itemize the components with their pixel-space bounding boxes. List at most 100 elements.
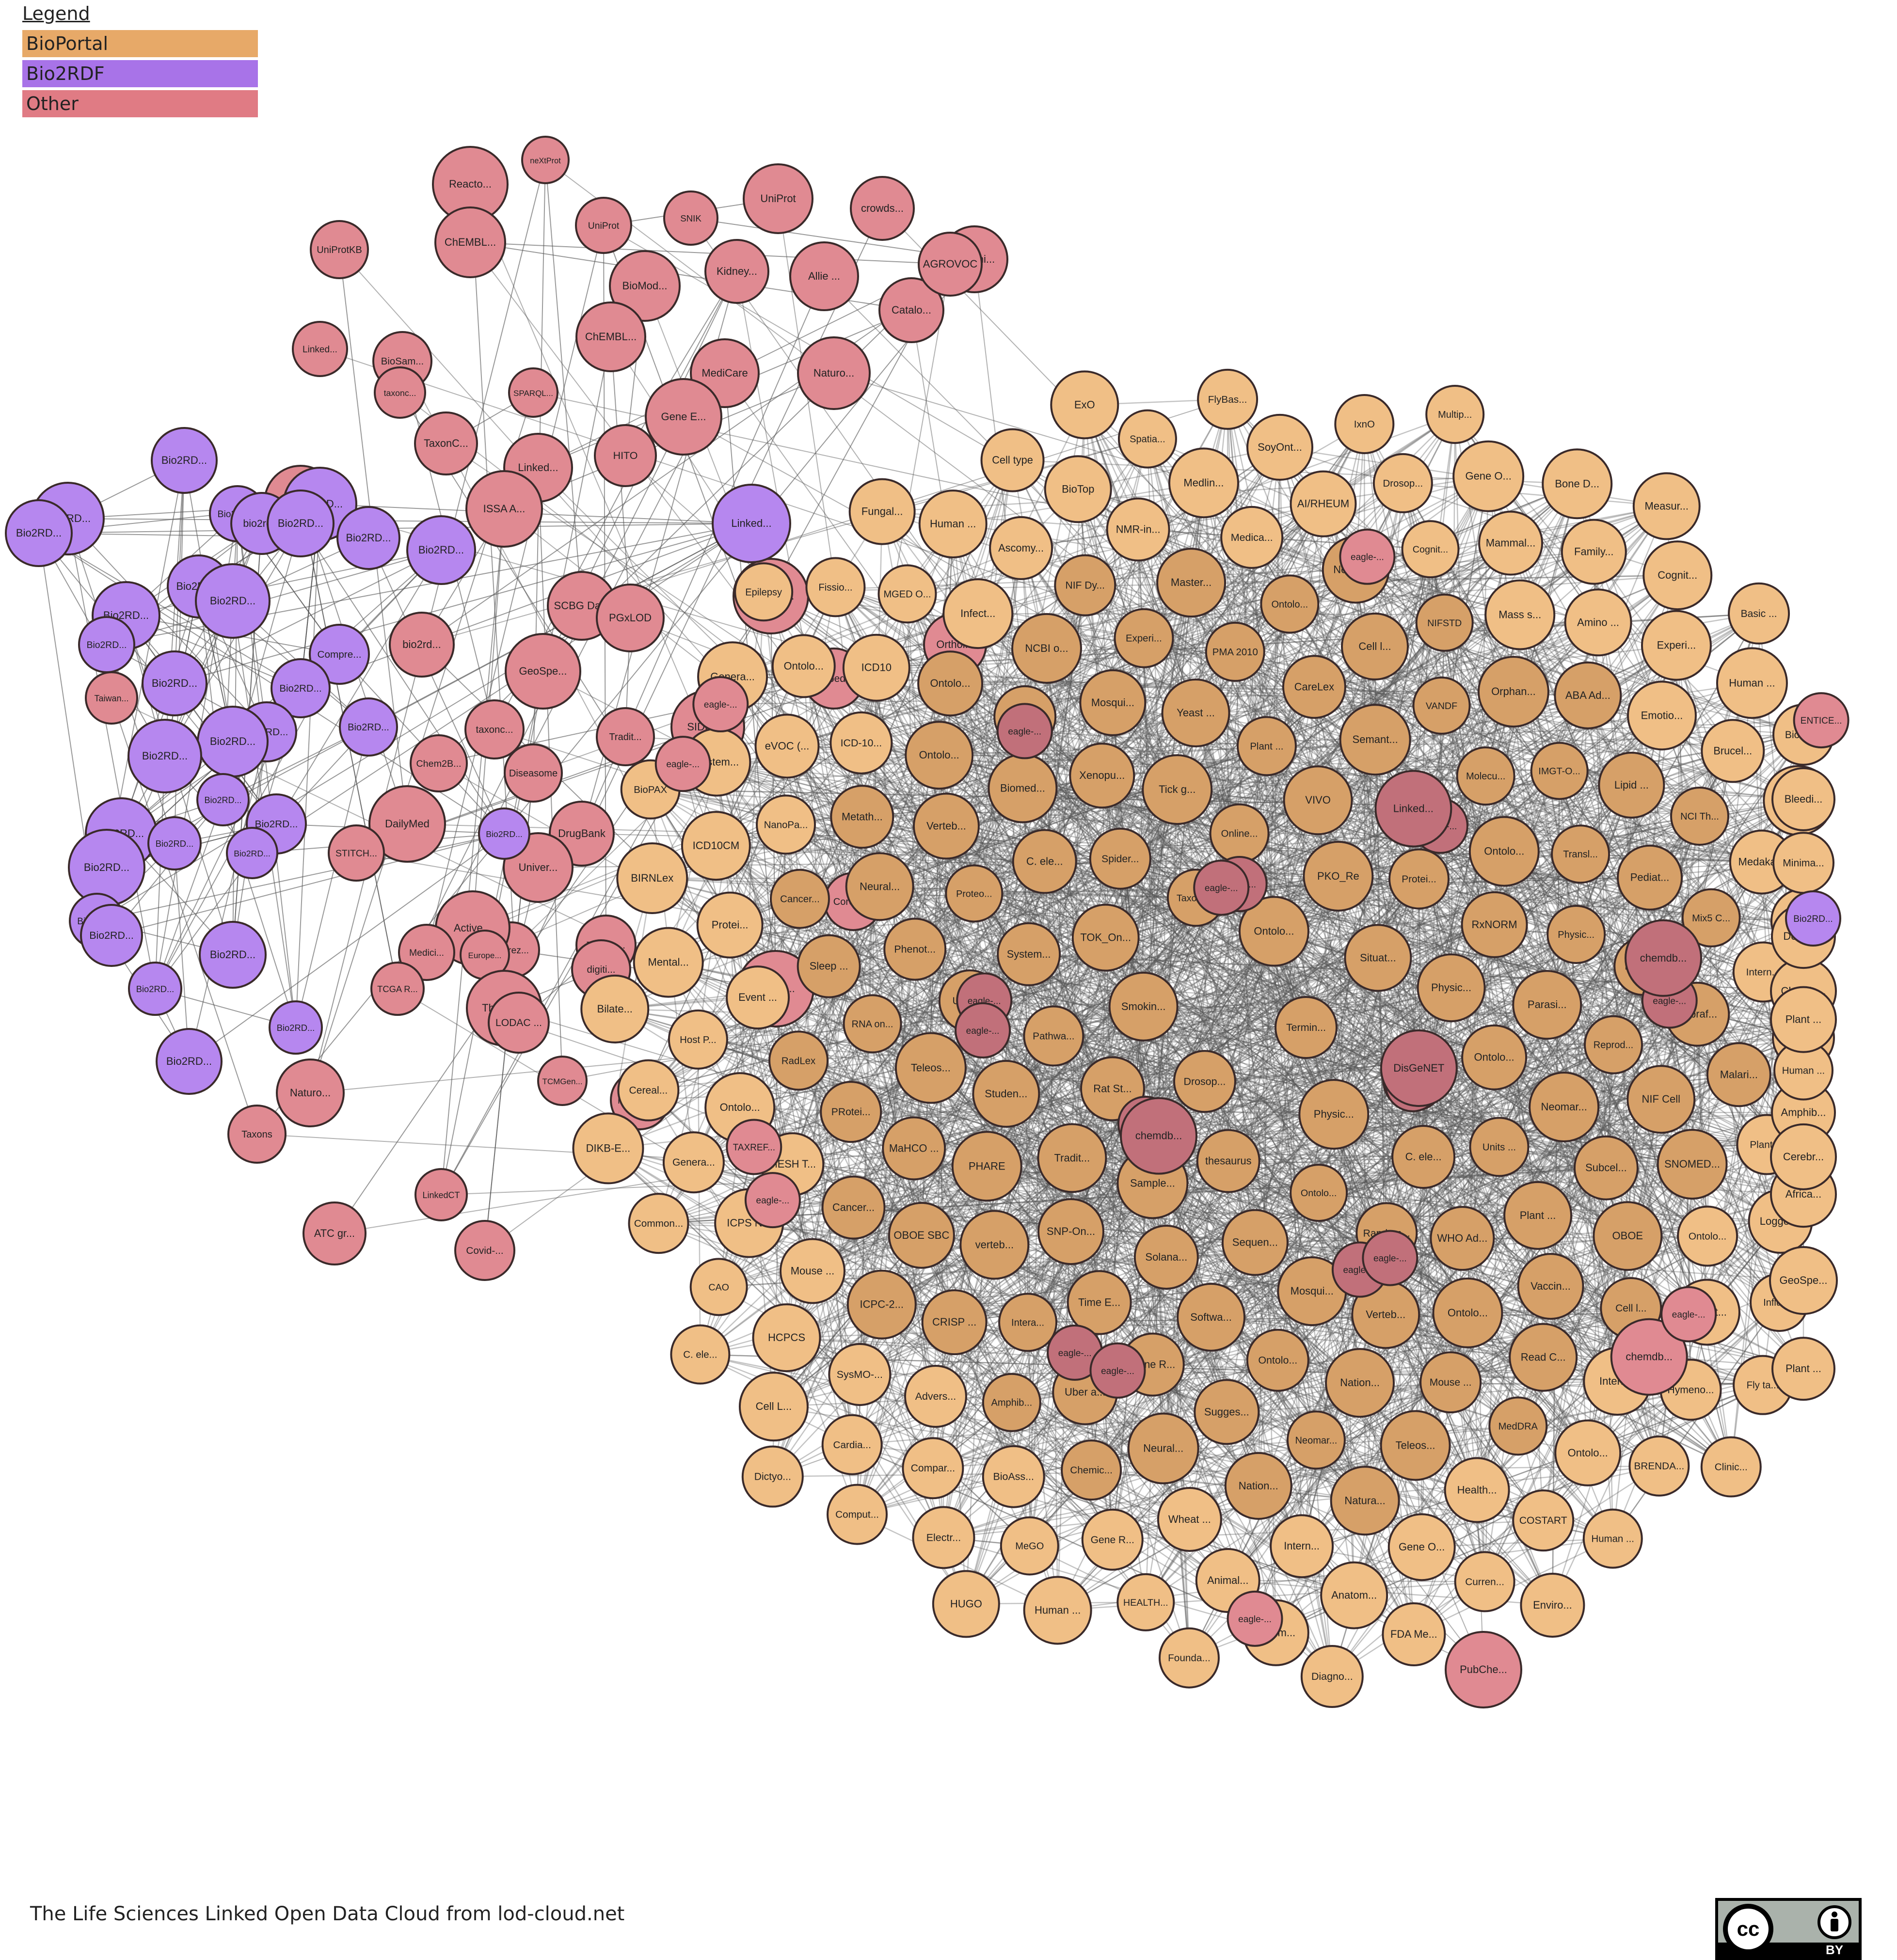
hosted-node-linked[interactable]: Linked... bbox=[1374, 770, 1452, 848]
bioportal-node-read-c[interactable]: Read C... bbox=[1509, 1323, 1578, 1392]
other-node-covid[interactable]: Covid-... bbox=[454, 1220, 515, 1281]
bioportal-node-amino[interactable]: Amino ... bbox=[1564, 588, 1632, 657]
bioportal-node-geospe[interactable]: GeoSpe... bbox=[1769, 1246, 1838, 1315]
bioportal-node-cell-l[interactable]: Cell l... bbox=[1340, 612, 1409, 680]
bioportal-node-vaccin[interactable]: Vaccin... bbox=[1517, 1253, 1584, 1320]
bioportal-node-sleep[interactable]: Sleep ... bbox=[797, 934, 861, 998]
bioportal-node-mouse[interactable]: Mouse ... bbox=[779, 1238, 845, 1304]
bioportal-node-reprod[interactable]: Reprod... bbox=[1584, 1015, 1643, 1075]
bioportal-node-cao[interactable]: CAO bbox=[689, 1258, 748, 1316]
other-node-taxons[interactable]: Taxons bbox=[227, 1105, 287, 1164]
bioportal-node-plant[interactable]: Plant ... bbox=[1503, 1181, 1573, 1250]
bioportal-node-medica[interactable]: Medica... bbox=[1220, 506, 1284, 569]
other-node-chembl[interactable]: ChEMBL... bbox=[575, 301, 646, 372]
bio2rdf-node-bio2rd[interactable]: Bio2RD... bbox=[5, 499, 73, 567]
bioportal-node-brucel[interactable]: Brucel... bbox=[1701, 719, 1765, 783]
hosted-node-eagle[interactable]: eagle-... bbox=[1089, 1342, 1146, 1399]
other-node-snik[interactable]: SNIK bbox=[663, 190, 718, 246]
other-node-catalo[interactable]: Catalo... bbox=[878, 277, 944, 343]
bioportal-node-physic[interactable]: Physic... bbox=[1298, 1079, 1370, 1150]
bioportal-node-neomar[interactable]: Neomar... bbox=[1286, 1410, 1346, 1470]
bioportal-node-physic[interactable]: Physic... bbox=[1417, 953, 1486, 1023]
bioportal-node-phenot[interactable]: Phenot... bbox=[883, 917, 947, 981]
bioportal-node-cognit[interactable]: Cognit... bbox=[1401, 520, 1460, 579]
bioportal-node-mego[interactable]: MeGO bbox=[1000, 1516, 1059, 1576]
bioportal-node-mged-o[interactable]: MGED O... bbox=[877, 564, 937, 624]
bioportal-node-c-ele[interactable]: C. ele... bbox=[1391, 1124, 1456, 1189]
bioportal-node-smokin[interactable]: Smokin... bbox=[1108, 971, 1179, 1042]
other-node-diseasome[interactable]: Diseasome bbox=[504, 743, 563, 803]
bioportal-node-gene-r[interactable]: Gene R... bbox=[1081, 1508, 1144, 1571]
bioportal-node-protei[interactable]: PRotei... bbox=[820, 1081, 882, 1143]
bioportal-node-oboe-sbc[interactable]: OBOE SBC bbox=[888, 1201, 955, 1269]
bioportal-node-nation[interactable]: Nation... bbox=[1325, 1348, 1395, 1418]
other-node-atc-gr[interactable]: ATC gr... bbox=[303, 1201, 367, 1265]
other-node-pgxlod[interactable]: PGxLOD bbox=[596, 584, 665, 652]
bioportal-node-hugo[interactable]: HUGO bbox=[932, 1570, 1000, 1638]
bioportal-node-host-p[interactable]: Host P... bbox=[668, 1009, 728, 1070]
bioportal-node-human[interactable]: Human ... bbox=[1023, 1576, 1092, 1645]
bioportal-node-lipid[interactable]: Lipid ... bbox=[1598, 751, 1665, 819]
bioportal-node-ai-rheum[interactable]: AI/RHEUM bbox=[1290, 470, 1357, 537]
other-node-linkedct[interactable]: LinkedCT bbox=[414, 1168, 468, 1221]
bioportal-node-nmr-in[interactable]: NMR-in... bbox=[1106, 497, 1170, 562]
bioportal-node-units[interactable]: Units ... bbox=[1469, 1117, 1530, 1177]
bioportal-node-mahco[interactable]: MaHCO ... bbox=[882, 1116, 946, 1181]
other-node-kidney[interactable]: Kidney... bbox=[704, 239, 769, 304]
bio2rdf-node-bio2rd[interactable]: Bio2RD... bbox=[197, 706, 269, 777]
bioportal-node-situat[interactable]: Situat... bbox=[1344, 924, 1412, 992]
bioportal-node-drosop[interactable]: Drosop... bbox=[1173, 1050, 1236, 1113]
bioportal-node-common[interactable]: Common... bbox=[628, 1193, 689, 1254]
other-node-taxonc[interactable]: TaxonC... bbox=[414, 411, 478, 475]
bioportal-node-event[interactable]: Event ... bbox=[726, 965, 790, 1030]
bioportal-node-bleedi[interactable]: Bleedi... bbox=[1771, 767, 1835, 831]
bioportal-node-diagno[interactable]: Diagno... bbox=[1300, 1645, 1364, 1708]
bioportal-node-ontolo[interactable]: Ontolo... bbox=[1677, 1205, 1738, 1267]
bioportal-node-physic[interactable]: Physic... bbox=[1546, 904, 1606, 964]
bioportal-node-sysmo[interactable]: SysMO-... bbox=[828, 1343, 892, 1406]
bioportal-node-pathwa[interactable]: Pathwa... bbox=[1023, 1005, 1084, 1067]
bioportal-node-cancer[interactable]: Cancer... bbox=[821, 1175, 886, 1240]
bioportal-node-chemic[interactable]: Chemic... bbox=[1061, 1439, 1122, 1501]
bioportal-node-human[interactable]: Human ... bbox=[1716, 647, 1788, 719]
bioportal-node-teleos[interactable]: Teleos... bbox=[894, 1032, 967, 1104]
bioportal-node-measur[interactable]: Measur... bbox=[1632, 472, 1701, 540]
other-node-chembl[interactable]: ChEMBL... bbox=[434, 206, 506, 278]
bioportal-node-meddra[interactable]: MedDRA bbox=[1488, 1396, 1548, 1456]
bioportal-node-wheat[interactable]: Wheat ... bbox=[1157, 1486, 1222, 1552]
hosted-node-disgenet[interactable]: DisGeNET bbox=[1380, 1029, 1458, 1107]
bioportal-node-fda-me[interactable]: FDA Me... bbox=[1382, 1602, 1446, 1666]
bio2rdf-node-bio2rd[interactable]: Bio2RD... bbox=[195, 563, 271, 639]
bioportal-node-icd10[interactable]: ICD10 bbox=[842, 633, 910, 702]
bioportal-node-amphib[interactable]: Amphib... bbox=[982, 1373, 1041, 1432]
other-node-sparql[interactable]: SPARQL... bbox=[508, 367, 558, 418]
bioportal-node-mass-s[interactable]: Mass s... bbox=[1484, 579, 1556, 650]
bioportal-node-soyont[interactable]: SoyOnt... bbox=[1246, 413, 1314, 481]
other-node-agrovoc[interactable]: AGROVOC bbox=[918, 232, 983, 297]
bioportal-node-yeast[interactable]: Yeast ... bbox=[1161, 678, 1230, 747]
bioportal-node-flybas[interactable]: FlyBas... bbox=[1197, 368, 1259, 430]
bioportal-node-vandf[interactable]: VANDF bbox=[1412, 676, 1471, 735]
bioportal-node-clinic[interactable]: Clinic... bbox=[1700, 1436, 1762, 1498]
bioportal-node-birnlex[interactable]: BIRNLex bbox=[616, 842, 688, 915]
hosted-node-eagle[interactable]: eagle-... bbox=[1339, 528, 1396, 585]
bioportal-node-spatia[interactable]: Spatia... bbox=[1117, 409, 1177, 469]
bioportal-node-ixno[interactable]: IxnO bbox=[1334, 394, 1395, 454]
bioportal-node-rxnorm[interactable]: RxNORM bbox=[1461, 891, 1528, 958]
bioportal-node-ontolo[interactable]: Ontolo... bbox=[905, 721, 974, 790]
bioportal-node-termin[interactable]: Termin... bbox=[1275, 996, 1338, 1059]
bioportal-node-mammal[interactable]: Mammal... bbox=[1478, 510, 1544, 576]
bioportal-node-tok-on[interactable]: TOK_On... bbox=[1071, 903, 1140, 972]
bioportal-node-plant[interactable]: Plant ... bbox=[1771, 1337, 1835, 1401]
bioportal-node-health[interactable]: HEALTH... bbox=[1116, 1573, 1175, 1631]
other-node-taxonc[interactable]: taxonc... bbox=[374, 366, 426, 419]
bioportal-node-online[interactable]: Online... bbox=[1209, 803, 1270, 864]
bioportal-node-radlex[interactable]: RadLex bbox=[768, 1030, 829, 1091]
bioportal-node-time-e[interactable]: Time E... bbox=[1067, 1270, 1132, 1335]
bioportal-node-evoc[interactable]: eVOC (... bbox=[754, 713, 820, 779]
bioportal-node-basic[interactable]: Basic ... bbox=[1728, 582, 1790, 645]
bioportal-node-epilepsy[interactable]: Epilepsy bbox=[734, 562, 794, 622]
hosted-node-pubche[interactable]: PubChe... bbox=[1445, 1631, 1522, 1708]
bioportal-node-costart[interactable]: COSTART bbox=[1512, 1489, 1575, 1552]
bioportal-node-orphan[interactable]: Orphan... bbox=[1477, 656, 1549, 728]
